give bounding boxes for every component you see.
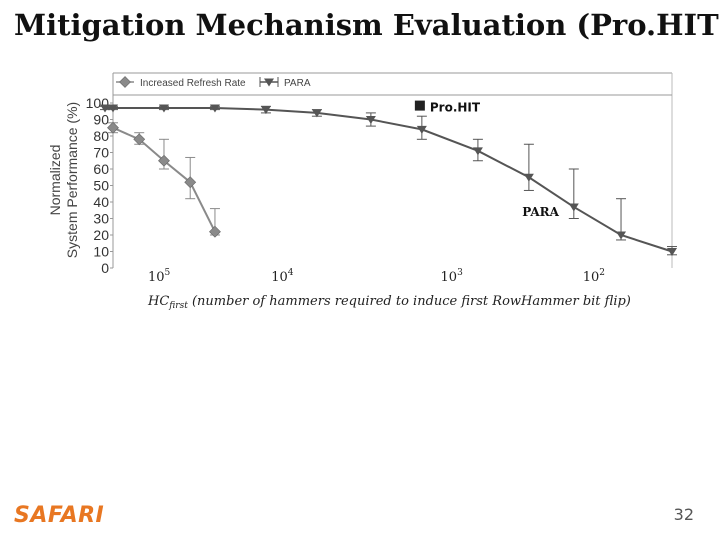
plot-frame	[112, 72, 673, 268]
x-tick-label: 102	[583, 268, 605, 285]
y-tick-label: 50	[93, 178, 109, 194]
x-tick-label: 103	[441, 268, 464, 285]
annotation-label-0: Pro.HIT	[430, 101, 481, 115]
annotation-layer: Pro.HIT PARA	[414, 100, 560, 219]
data-point-1-0	[100, 104, 110, 113]
data-point-1-4	[260, 106, 271, 115]
data-point-1-3	[209, 104, 220, 113]
data-point-1-8	[472, 147, 483, 156]
data-point-1-10	[568, 203, 579, 212]
legend-label-1: PARA	[284, 78, 311, 89]
y-tick-label: 30	[93, 211, 109, 227]
data-point-1-11	[616, 231, 627, 240]
data-point-1-5	[311, 109, 322, 118]
data-point-0-2	[158, 154, 170, 167]
y-tick-label: 0	[101, 260, 109, 276]
x-axis-ticks: 105 104 103 102	[148, 268, 605, 285]
y-tick-label: 60	[93, 161, 109, 177]
legend-marker-0	[119, 76, 131, 88]
y-axis-label-line2: System Performance (%)	[64, 102, 80, 258]
y-tick-label: 40	[93, 194, 109, 210]
y-tick-label: 80	[93, 128, 109, 144]
safari-logo: SAFARI	[14, 503, 105, 528]
annotation-marker-0	[414, 100, 425, 111]
x-axis-label: HCfirst (number of hammers required to i…	[147, 294, 631, 311]
y-tick-label: 20	[93, 227, 109, 243]
data-point-0-1	[133, 133, 146, 146]
data-point-1-1	[108, 104, 118, 113]
series-layer	[100, 104, 677, 256]
data-point-1-6	[365, 116, 376, 124]
x-tick-label: 105	[148, 268, 171, 285]
x-tick-label: 104	[271, 268, 294, 285]
y-tick-label: 90	[93, 112, 109, 128]
chart-legend: Increased Refresh Rate PARA	[116, 76, 311, 89]
y-axis-label-line1: Normalized	[47, 145, 63, 216]
data-point-0-0	[107, 121, 119, 134]
data-point-1-9	[523, 173, 534, 182]
annotation-label-1: PARA	[522, 205, 559, 219]
y-tick-label: 10	[93, 244, 109, 260]
slide-title: Mitigation Mechanism Evaluation (Pro.HIT…	[14, 8, 720, 42]
page-number: 32	[673, 505, 694, 524]
y-tick-label: 70	[93, 145, 109, 161]
legend-marker-1	[264, 78, 274, 87]
data-point-1-12	[667, 248, 677, 256]
data-point-1-2	[158, 104, 169, 113]
legend-label-0: Increased Refresh Rate	[140, 78, 246, 89]
data-point-1-7	[416, 125, 427, 134]
data-point-0-3	[184, 176, 197, 189]
data-point-0-4	[209, 225, 221, 238]
